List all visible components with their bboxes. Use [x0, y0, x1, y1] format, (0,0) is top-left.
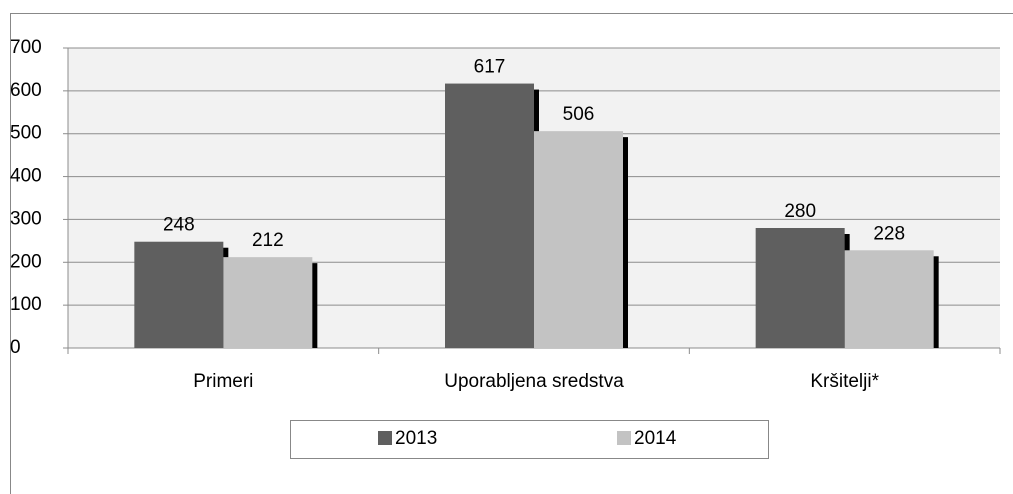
- legend-label: 2013: [395, 428, 437, 449]
- value-label: 506: [563, 104, 595, 125]
- bar: [534, 131, 623, 348]
- y-tick-label: 100: [10, 294, 42, 315]
- bar: [844, 250, 934, 348]
- y-tick-label: 700: [10, 37, 42, 58]
- bar-shadow: [311, 263, 318, 348]
- bar-shadow: [932, 256, 939, 348]
- legend-swatch: [617, 431, 631, 445]
- value-label: 248: [163, 215, 195, 236]
- x-tick-label: Primeri: [193, 371, 253, 392]
- y-tick-label: 200: [10, 251, 42, 272]
- x-tick-label: Uporabljena sredstva: [444, 371, 624, 392]
- value-label: 280: [784, 201, 816, 222]
- x-tick-label: Kršitelji*: [810, 371, 879, 392]
- y-tick-label: 0: [10, 337, 21, 358]
- legend-swatch: [378, 431, 392, 445]
- value-label: 228: [873, 223, 905, 244]
- bar-shadow: [622, 137, 628, 348]
- bar: [223, 257, 313, 348]
- bar: [755, 228, 845, 348]
- bar: [445, 83, 534, 349]
- value-label: 617: [474, 57, 506, 78]
- y-tick-label: 600: [10, 80, 42, 101]
- value-label: 212: [252, 230, 284, 251]
- bar: [134, 241, 224, 348]
- y-tick-label: 300: [10, 208, 42, 229]
- y-tick-label: 500: [10, 123, 42, 144]
- y-tick-label: 400: [10, 166, 42, 187]
- legend-label: 2014: [634, 428, 677, 449]
- legend-box: [290, 420, 769, 459]
